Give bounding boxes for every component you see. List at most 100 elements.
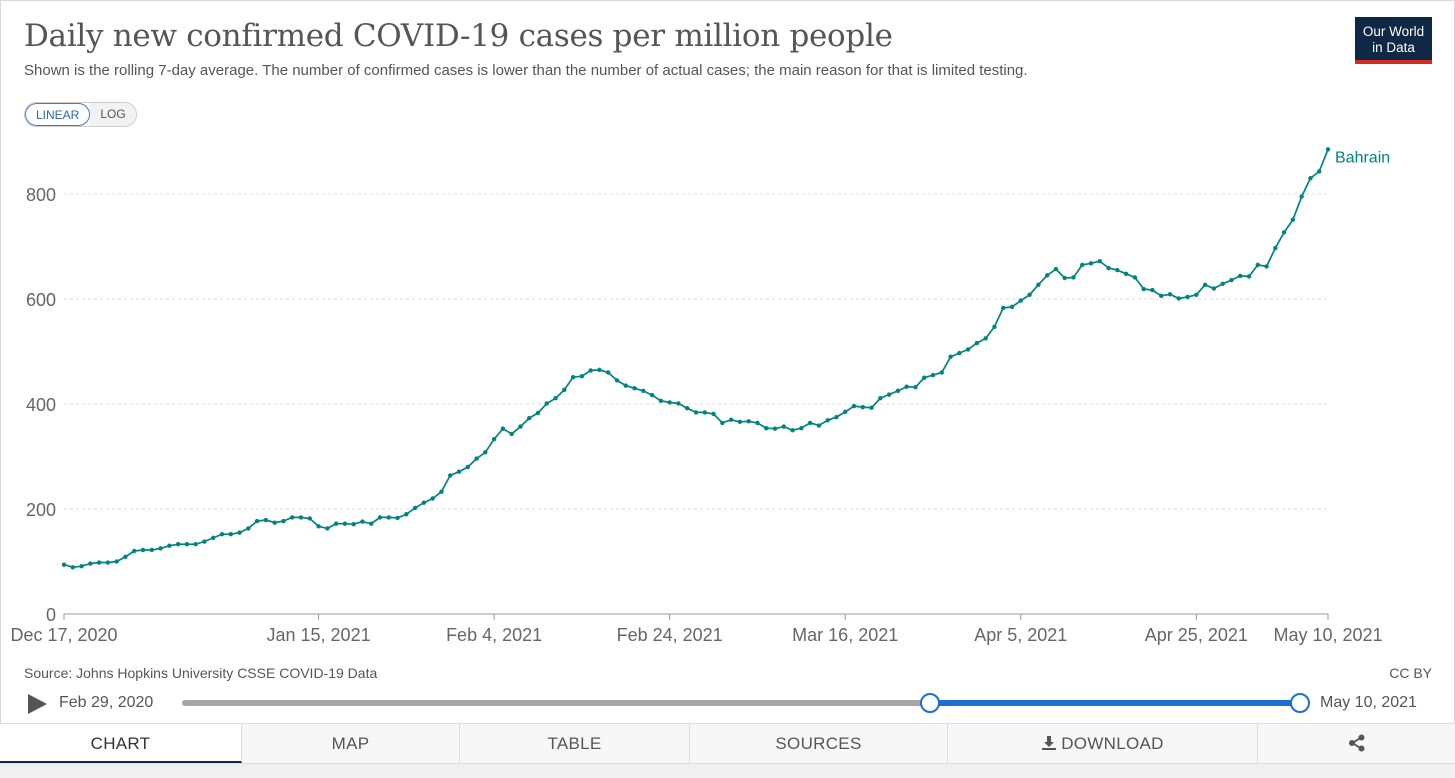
data-point (105, 560, 111, 565)
logo-line-2: in Data (1372, 40, 1415, 55)
x-tick-label: Apr 25, 2021 (1145, 625, 1248, 645)
data-point (1255, 262, 1260, 268)
download-icon (1042, 736, 1057, 750)
data-point (869, 405, 874, 410)
data-point (965, 347, 971, 352)
data-point (807, 420, 813, 426)
data-point (1194, 292, 1199, 297)
data-point (202, 539, 207, 544)
data-point (123, 554, 128, 559)
data-point (781, 424, 786, 429)
data-point (1290, 217, 1296, 222)
data-point (834, 414, 839, 420)
data-point (254, 518, 260, 524)
timeline-start-handle[interactable] (920, 693, 940, 713)
timeline-track[interactable] (182, 700, 1299, 706)
license-link[interactable]: CC BY (1389, 665, 1432, 681)
data-point (149, 547, 154, 553)
log-scale-button[interactable]: LOG (90, 103, 136, 126)
data-point (772, 426, 778, 431)
data-point (913, 385, 918, 390)
data-point (263, 517, 269, 523)
tab-chart[interactable]: CHART (0, 724, 242, 763)
data-point (527, 415, 532, 421)
tab-share[interactable] (1258, 724, 1455, 763)
data-point (878, 396, 883, 401)
data-point (421, 500, 427, 505)
tab-download[interactable]: DOWNLOAD (948, 724, 1258, 763)
timeline: Feb 29, 2020 May 10, 2021 (24, 690, 1434, 718)
data-point (1229, 277, 1234, 283)
data-point (974, 340, 980, 346)
data-point (211, 535, 216, 541)
data-point (448, 473, 453, 478)
data-point (1053, 266, 1059, 272)
data-point (851, 403, 857, 409)
tab-map[interactable]: MAP (242, 724, 460, 763)
data-point (1123, 271, 1129, 276)
data-point (667, 400, 672, 405)
data-point (1325, 147, 1331, 152)
share-icon (1348, 734, 1364, 752)
data-point (395, 515, 400, 521)
data-point (1238, 273, 1243, 279)
data-point (219, 532, 225, 537)
tab-sources[interactable]: SOURCES (690, 724, 948, 763)
data-point (237, 530, 242, 535)
bottom-strip (0, 763, 1455, 778)
x-tick-label: Dec 17, 2020 (10, 625, 117, 645)
data-point (711, 411, 716, 417)
data-point (1071, 275, 1076, 280)
data-point (1106, 265, 1111, 271)
data-point (246, 526, 251, 531)
data-point (606, 370, 611, 375)
data-point (193, 541, 198, 547)
play-icon[interactable] (28, 694, 47, 714)
series-label-bahrain: Bahrain (1335, 149, 1390, 166)
data-point (623, 383, 628, 388)
data-point (88, 561, 93, 566)
data-point (228, 532, 233, 537)
data-point (70, 565, 75, 570)
data-point (1141, 286, 1146, 292)
timeline-start-label: Feb 29, 2020 (59, 694, 154, 711)
tab-bar: CHART MAP TABLE SOURCES DOWNLOAD (0, 723, 1455, 763)
data-point (1018, 298, 1023, 303)
linear-scale-button[interactable]: LINEAR (25, 103, 91, 126)
data-point (588, 368, 593, 373)
data-point (895, 388, 901, 394)
data-point (685, 406, 690, 411)
data-point (1159, 293, 1164, 299)
data-point (342, 521, 348, 526)
data-point (790, 428, 795, 433)
data-point (1220, 281, 1225, 286)
scale-toggle: LINEAR LOG (24, 102, 137, 127)
data-point (930, 372, 936, 378)
data-point (1097, 259, 1102, 264)
data-point (755, 420, 760, 426)
data-point (491, 436, 497, 442)
data-point (1264, 264, 1269, 269)
data-point (1009, 304, 1015, 310)
data-point (281, 518, 286, 524)
timeline-end-handle[interactable] (1290, 693, 1310, 713)
owid-logo[interactable]: Our World in Data (1355, 17, 1432, 64)
data-point (316, 524, 321, 529)
timeline-end-label: May 10, 2021 (1320, 694, 1417, 711)
tab-table[interactable]: TABLE (460, 724, 690, 763)
data-point (1317, 169, 1322, 174)
data-point (412, 505, 418, 511)
y-tick-label: 200 (26, 500, 56, 520)
data-point (658, 398, 664, 404)
x-tick-label: Mar 16, 2021 (792, 625, 898, 645)
source-note[interactable]: Source: Johns Hopkins University CSSE CO… (24, 665, 378, 681)
line-chart: 0 200 400 600 800 Dec 17, 2020 Jan 15, 2021 Feb… (10, 147, 1390, 645)
data-point (922, 375, 927, 380)
data-point (1299, 194, 1304, 199)
data-point (983, 336, 988, 341)
data-point (456, 469, 462, 474)
x-tick-label: May 10, 2021 (1273, 625, 1382, 645)
data-point (290, 515, 295, 520)
x-tick-label: Jan 15, 2021 (267, 625, 371, 645)
